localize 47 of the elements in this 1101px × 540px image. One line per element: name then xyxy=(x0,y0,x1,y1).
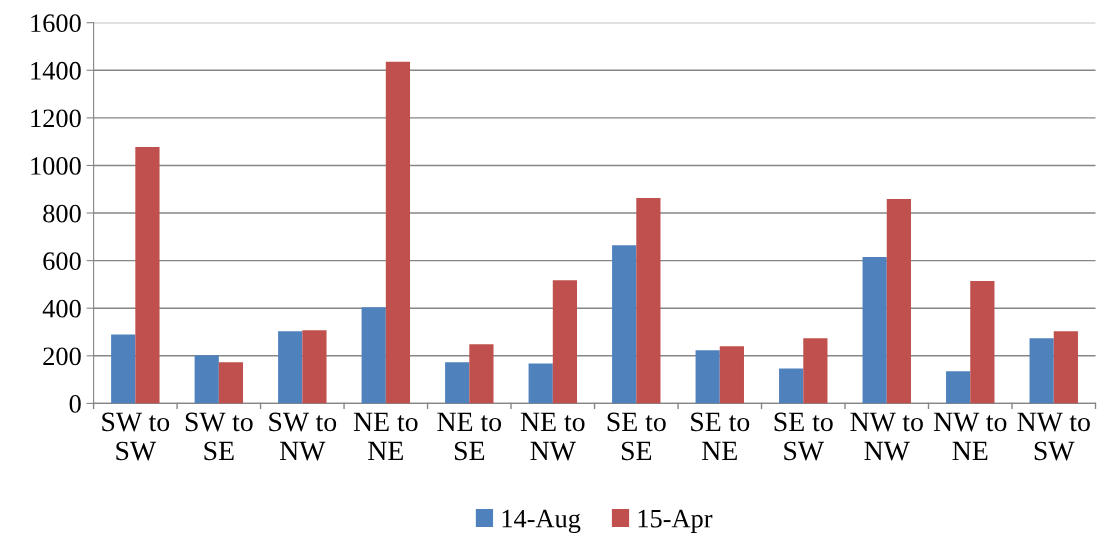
bar xyxy=(528,363,553,404)
bar xyxy=(719,346,744,404)
bar xyxy=(862,257,887,404)
x-tick-label: NE to SE xyxy=(437,412,502,461)
y-tick-label: 1600 xyxy=(31,14,81,33)
bar xyxy=(194,355,219,404)
bar xyxy=(111,334,136,404)
y-tick-label: 200 xyxy=(43,347,81,366)
bar xyxy=(695,350,720,404)
y-tick-label: 1000 xyxy=(31,157,81,175)
x-tick-label: SE to SE xyxy=(607,412,666,461)
bar xyxy=(302,330,327,404)
bar xyxy=(469,344,494,404)
x-tick-label: NW to SW xyxy=(1017,412,1090,461)
y-tick-label: 800 xyxy=(43,204,81,223)
bar xyxy=(779,368,804,404)
bar xyxy=(803,338,828,404)
bar xyxy=(278,331,303,404)
x-tick-label: SW to SE xyxy=(185,412,253,461)
y-tick-label: 1200 xyxy=(31,109,81,128)
bar xyxy=(636,198,661,404)
bar xyxy=(361,307,386,404)
x-tick-label: SE to NE xyxy=(691,412,750,461)
x-tick-label: NE to NW xyxy=(520,412,585,461)
x-tick-label: SW to NW xyxy=(269,412,337,461)
bar xyxy=(1029,338,1054,404)
x-tick-label: SE to SW xyxy=(774,412,833,461)
y-tick-label: 0 xyxy=(69,394,81,413)
bar xyxy=(612,245,637,404)
bar xyxy=(385,61,411,404)
bar xyxy=(886,198,911,404)
bar xyxy=(218,362,244,404)
bar xyxy=(970,281,995,404)
bar xyxy=(552,280,578,404)
y-tick-label: 600 xyxy=(43,252,81,271)
bar xyxy=(946,371,971,404)
x-tick-label: NE to NE xyxy=(353,412,418,461)
bar xyxy=(1053,331,1078,404)
legend-label: 14-Aug xyxy=(502,509,581,533)
y-tick-label: 400 xyxy=(42,299,81,318)
bar xyxy=(135,146,160,404)
x-tick-label: NW to NW xyxy=(850,412,923,461)
y-tick-label: 1400 xyxy=(31,61,81,80)
bar xyxy=(445,362,470,404)
x-tick-label: NW to NE xyxy=(933,412,1007,461)
x-tick-label: SW to SW xyxy=(102,412,170,461)
legend-label: 15-Apr xyxy=(638,509,713,533)
